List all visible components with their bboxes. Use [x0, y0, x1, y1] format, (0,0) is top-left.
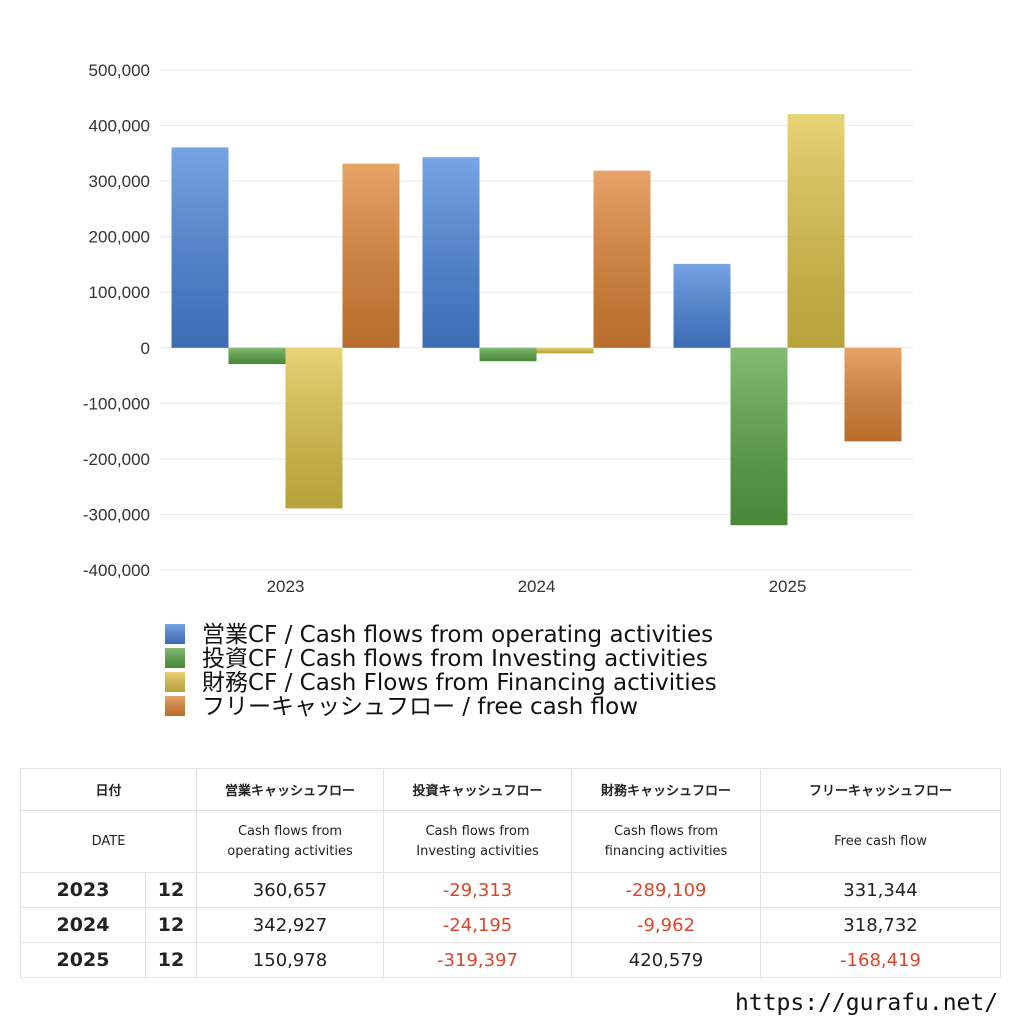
- legend-label: 投資CF / Cash flows from Investing activit…: [202, 646, 708, 672]
- table-cell: 2024: [20, 907, 146, 943]
- legend-label: 営業CF / Cash flows from operating activit…: [202, 622, 713, 648]
- bar: [285, 347, 343, 509]
- chart: -400,000 -300,000 -200,000 -100,000 0 100,000…: [83, 61, 913, 720]
- table-cell: 331,344: [760, 872, 1002, 908]
- cell-text: Cash flows from financing activities: [604, 823, 728, 859]
- legend-swatch-shade: [165, 648, 185, 668]
- table-cell: 12: [144, 942, 198, 978]
- y-tick-label: 100,000: [89, 283, 150, 302]
- x-tick-label: 2025: [769, 577, 807, 596]
- table-cell: 12: [144, 907, 198, 943]
- table-cell: 日付: [19, 768, 198, 811]
- table-cell: 318,732: [760, 907, 1002, 943]
- legend-label: フリーキャッシュフロー / free cash flow: [202, 694, 638, 720]
- y-tick-label: -100,000: [83, 394, 150, 413]
- table-cell: -319,397: [383, 942, 573, 978]
- y-tick-label: 400,000: [89, 117, 150, 136]
- table-cell: 360,657: [196, 872, 385, 908]
- table-cell: -29,313: [383, 872, 573, 908]
- table-cell: -168,419: [760, 942, 1002, 978]
- y-tick-label: 500,000: [89, 61, 150, 80]
- bar: [342, 163, 400, 348]
- cell-text: Cash flows from Investing activities: [416, 823, 539, 859]
- bar: [536, 347, 594, 354]
- y-tick-label: 200,000: [89, 228, 150, 247]
- table-row: 2024 12 342,927 -24,195 -9,962 318,732: [20, 907, 1002, 943]
- table-row: 2025 12 150,978 -319,397 420,579 -168,419: [20, 942, 1002, 978]
- x-tick-label: 2023: [267, 577, 305, 596]
- footer-url: https://gurafu.net/: [735, 990, 999, 1016]
- table-cell: Free cash flow: [760, 810, 1002, 873]
- table-cell: 420,579: [571, 942, 762, 978]
- y-tick-label: 300,000: [89, 172, 150, 191]
- bar: [673, 263, 731, 348]
- table-cell: 投資キャッシュフロー: [383, 768, 573, 811]
- table-row: 日付 営業キャッシュフロー 投資キャッシュフロー 財務キャッシュフロー フリーキャッシュ…: [19, 768, 1002, 811]
- bar: [787, 114, 845, 348]
- bar: [171, 147, 229, 348]
- bar: [730, 347, 788, 526]
- y-tick-label: 0: [141, 339, 150, 358]
- table-cell: 財務キャッシュフロー: [571, 768, 762, 811]
- table-cell: 2023: [20, 872, 146, 908]
- y-tick-label: -200,000: [83, 450, 150, 469]
- table-cell: -289,109: [571, 872, 762, 908]
- table-cell: 342,927: [196, 907, 385, 943]
- table-cell: 営業キャッシュフロー: [196, 768, 385, 811]
- bar: [479, 347, 537, 362]
- table-row: DATE Cash flows from operating activities…: [19, 810, 1002, 873]
- table-cell: 2025: [20, 942, 146, 978]
- bar: [593, 170, 651, 348]
- table-row: 2023 12 360,657 -29,313 -289,109 331,344: [20, 872, 1002, 908]
- bar: [228, 347, 286, 365]
- table-cell: -9,962: [571, 907, 762, 943]
- x-tick-label: 2024: [518, 577, 556, 596]
- table-cell: フリーキャッシュフロー: [760, 768, 1002, 811]
- legend-swatch-shade: [165, 624, 185, 644]
- cell-text: Cash flows from operating activities: [227, 823, 353, 859]
- cell-text: Free cash flow: [834, 833, 927, 849]
- table-cell: -24,195: [383, 907, 573, 943]
- bar: [844, 347, 902, 442]
- legend-label: 財務CF / Cash Flows from Financing activit…: [202, 670, 717, 696]
- table-cell: DATE: [19, 810, 198, 873]
- data-table: 日付 営業キャッシュフロー 投資キャッシュフロー 財務キャッシュフロー フリーキャッシュ…: [19, 768, 1002, 978]
- table-cell: 12: [144, 872, 198, 908]
- y-tick-label: -300,000: [83, 505, 150, 524]
- table-cell: 150,978: [196, 942, 385, 978]
- legend-swatch-shade: [165, 696, 185, 716]
- table-cell: Cash flows from financing activities: [571, 810, 762, 873]
- table-cell: Cash flows from operating activities: [196, 810, 385, 873]
- table-cell: Cash flows from Investing activities: [383, 810, 573, 873]
- legend-swatch-shade: [165, 672, 185, 692]
- bar: [422, 157, 480, 348]
- y-tick-label: -400,000: [83, 561, 150, 580]
